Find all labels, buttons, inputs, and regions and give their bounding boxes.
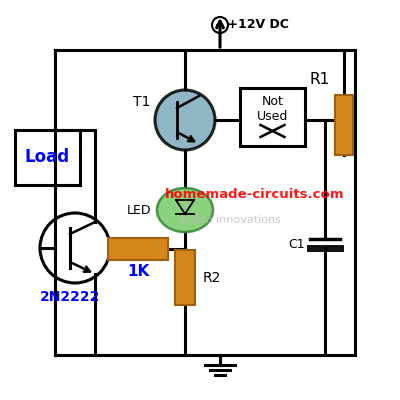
Bar (15, 130, 80, 185)
Text: R1: R1 (310, 72, 330, 87)
Text: C1: C1 (288, 238, 305, 252)
Text: Not
Used: Not Used (257, 95, 288, 123)
Bar (335, 95, 353, 155)
Text: Load: Load (25, 148, 70, 166)
Text: homemade-circuits.com: homemade-circuits.com (165, 188, 345, 202)
Text: 2N2222: 2N2222 (40, 290, 100, 304)
Text: R2: R2 (203, 270, 221, 284)
Text: LED: LED (127, 204, 151, 216)
Text: 1K: 1K (127, 264, 149, 280)
Circle shape (155, 90, 215, 150)
Text: T1: T1 (133, 95, 150, 109)
Text: artam innovations: artam innovations (179, 215, 281, 225)
Bar (108, 238, 168, 260)
Text: +: + (215, 20, 225, 30)
Text: +12V DC: +12V DC (223, 18, 289, 32)
Bar (240, 88, 305, 146)
Bar (175, 250, 195, 305)
Ellipse shape (157, 188, 213, 232)
